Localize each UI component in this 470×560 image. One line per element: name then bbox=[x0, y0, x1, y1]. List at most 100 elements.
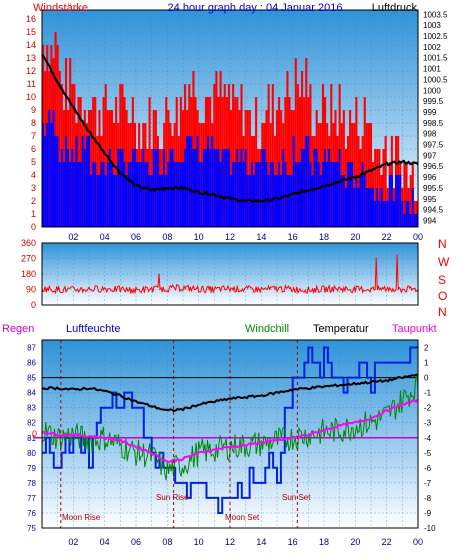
mean-wind-bar bbox=[273, 175, 276, 227]
mean-wind-bar bbox=[127, 162, 130, 227]
humidity-tick-label: 82 bbox=[27, 419, 36, 428]
mean-wind-bar bbox=[334, 162, 337, 227]
mean-wind-bar bbox=[338, 149, 341, 227]
mean-wind-bar bbox=[181, 162, 185, 227]
mean-wind-bar bbox=[161, 175, 164, 227]
mean-wind-bar bbox=[280, 175, 283, 227]
gust-bar bbox=[330, 84, 333, 228]
gust-bar bbox=[125, 110, 128, 227]
mean-wind-bar bbox=[148, 175, 151, 227]
mean-wind-bar bbox=[326, 162, 329, 227]
mean-wind-bar bbox=[240, 149, 243, 227]
humidity-tick-label: 79 bbox=[27, 464, 36, 473]
y-left-tick-label: 12 bbox=[26, 66, 36, 76]
gust-bar bbox=[230, 110, 233, 227]
mean-wind-bar bbox=[361, 162, 364, 227]
mean-wind-bar bbox=[275, 175, 279, 227]
dewpoint-line bbox=[41, 398, 419, 464]
gust-bar bbox=[405, 162, 408, 227]
y-left-tick-label: 9 bbox=[31, 105, 36, 115]
mean-wind-bar bbox=[125, 175, 128, 227]
humidity-tick-label: 83 bbox=[27, 404, 36, 413]
x-tick-label: 16 bbox=[288, 232, 298, 242]
x-tick-label: 18 bbox=[319, 537, 329, 547]
gust-bar bbox=[288, 97, 291, 228]
y-left-tick-label: 7 bbox=[31, 131, 36, 141]
gust-bar bbox=[290, 110, 293, 227]
y-left-tick-label: 16 bbox=[26, 14, 36, 24]
mean-wind-bar bbox=[376, 188, 379, 227]
mean-wind-bar bbox=[215, 149, 218, 227]
mean-wind-bar bbox=[351, 162, 354, 227]
gust-bar bbox=[309, 84, 312, 228]
mean-wind-bar bbox=[190, 136, 193, 227]
mean-wind-bar bbox=[328, 149, 331, 227]
mean-wind-bar bbox=[81, 136, 84, 227]
temperature-tick-label: -9 bbox=[424, 509, 432, 518]
y-left-tick-label: 3 bbox=[31, 183, 36, 193]
mean-wind-bar bbox=[50, 123, 53, 227]
direction-tick-label: 180 bbox=[21, 269, 36, 279]
mean-wind-bar bbox=[207, 136, 210, 227]
mean-wind-bar bbox=[290, 175, 293, 227]
compass-label-o: O bbox=[438, 289, 447, 303]
mean-wind-bar bbox=[85, 136, 88, 227]
mean-wind-bar bbox=[230, 175, 233, 227]
mean-wind-bar bbox=[411, 188, 414, 227]
gust-bar bbox=[286, 71, 289, 227]
y-right-tick-label: 996.5 bbox=[423, 162, 444, 171]
gust-bar bbox=[232, 84, 235, 228]
mean-wind-bar bbox=[225, 149, 228, 227]
y-left-tick-label: 11 bbox=[27, 79, 36, 89]
mean-wind-bar bbox=[301, 149, 304, 227]
sun-rise-label: Sun Rise bbox=[156, 493, 189, 502]
y-right-tick-label: 998.5 bbox=[423, 119, 444, 128]
y-left-tick-label: 8 bbox=[31, 118, 36, 128]
compass-label-w: W bbox=[438, 255, 450, 269]
mean-wind-bar bbox=[165, 175, 168, 227]
temperature-tick-label: -6 bbox=[424, 464, 432, 473]
mean-wind-bar bbox=[211, 136, 214, 227]
humidity-label: Luftfeuchte bbox=[66, 323, 120, 335]
mean-wind-bar bbox=[217, 149, 220, 227]
mean-wind-bar bbox=[232, 162, 235, 227]
gust-bar bbox=[267, 84, 270, 228]
mean-wind-bar bbox=[146, 162, 149, 227]
x-tick-label: 08 bbox=[162, 537, 172, 547]
temperature-label: Temperatur bbox=[313, 323, 369, 335]
mean-wind-bar bbox=[52, 110, 55, 227]
gust-bar bbox=[357, 136, 360, 227]
x-tick-label: 22 bbox=[382, 232, 392, 242]
compass-label-n-top: N bbox=[438, 237, 447, 251]
direction-tick-label: 90 bbox=[26, 285, 36, 295]
humidity-tick-label: 84 bbox=[27, 389, 36, 398]
mean-wind-bar bbox=[106, 162, 109, 227]
mean-wind-bar bbox=[307, 136, 310, 227]
mean-wind-bar bbox=[113, 175, 116, 227]
mean-wind-bar bbox=[48, 110, 51, 227]
mean-wind-bar bbox=[386, 201, 389, 227]
gust-bar bbox=[271, 84, 274, 228]
compass-label-s: S bbox=[438, 273, 446, 287]
mean-wind-bar bbox=[110, 162, 114, 227]
mean-wind-bar bbox=[319, 175, 322, 227]
mean-wind-bar bbox=[407, 201, 410, 227]
y-right-tick-label: 994.5 bbox=[423, 206, 444, 215]
x-tick-label: 10 bbox=[194, 232, 204, 242]
humidity-tick-label: 87 bbox=[27, 344, 36, 353]
chart-title: 24 hour graph day : 04 Januar 2016 bbox=[168, 2, 343, 14]
mean-wind-bar bbox=[188, 136, 191, 227]
mean-wind-bar bbox=[257, 162, 260, 227]
mean-wind-bar bbox=[98, 175, 101, 227]
mean-wind-bar bbox=[255, 162, 258, 227]
humidity-tick-label: 80 bbox=[27, 449, 36, 458]
wind-direction-line bbox=[41, 254, 419, 295]
gust-bar bbox=[246, 110, 249, 227]
mean-wind-bar bbox=[79, 162, 82, 227]
mean-wind-bar bbox=[56, 136, 59, 227]
gust-bar bbox=[301, 71, 304, 227]
mean-wind-bar bbox=[115, 175, 118, 227]
x-tick-label: 06 bbox=[131, 232, 141, 242]
mean-wind-bar bbox=[186, 136, 189, 227]
